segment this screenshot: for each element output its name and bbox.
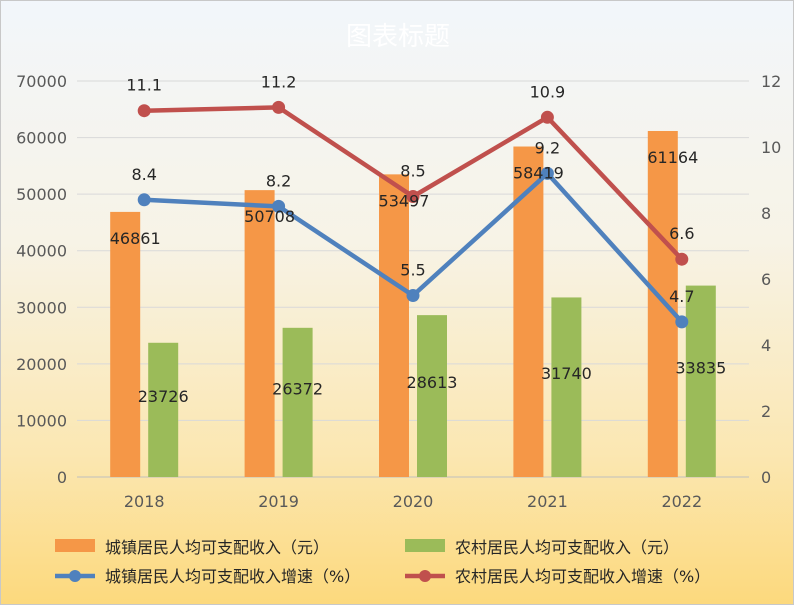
bar (110, 211, 141, 477)
right-tick-label: 12 (761, 72, 781, 91)
line-point (675, 252, 689, 266)
left-tick-label: 40000 (16, 242, 67, 261)
right-tick-label: 0 (761, 468, 771, 487)
left-tick-label: 60000 (16, 129, 67, 148)
bar-data-label: 50708 (244, 207, 295, 226)
bar-data-label: 53497 (379, 191, 430, 210)
bar (513, 146, 544, 477)
line-point (406, 190, 420, 203)
x-tick-label: 2022 (661, 492, 702, 511)
chart-title: 图表标题 (346, 22, 450, 52)
left-tick-label: 30000 (16, 298, 67, 317)
bar-data-label: 23726 (138, 387, 189, 406)
left-tick-label: 70000 (16, 72, 67, 91)
line-data-label: 5.5 (400, 261, 425, 280)
data-labels: 46861 50708 53497 58419 61164 23726 26372 28613… (110, 72, 727, 405)
x-tick-label: 2020 (393, 492, 434, 511)
legend-swatch-marker (69, 570, 81, 582)
line-data-label: 8.2 (266, 171, 291, 190)
right-tick-label: 2 (761, 402, 771, 421)
legend-label: 城镇居民人均可支配收入增速（%） (105, 567, 360, 586)
left-tick-label: 50000 (16, 185, 67, 204)
bar-data-label: 58419 (513, 164, 564, 183)
legend-swatch (405, 539, 445, 552)
right-tick-label: 4 (761, 336, 771, 355)
bar-data-label: 26372 (272, 379, 323, 398)
x-tick-label: 2021 (527, 492, 568, 511)
line-point (272, 100, 286, 114)
line-data-label: 10.9 (530, 82, 566, 101)
right-y-axis: 0 2 4 6 8 10 12 (761, 72, 781, 487)
legend-label: 农村居民人均可支配收入增速（%） (455, 567, 710, 586)
line-data-label: 8.4 (131, 165, 156, 184)
legend[interactable]: 城镇居民人均可支配收入（元） 农村居民人均可支配收入（元） 城镇居民人均可支配收入增… (55, 538, 710, 586)
left-tick-label: 20000 (16, 355, 67, 374)
bar (244, 190, 275, 477)
line-point (540, 166, 554, 180)
bar (417, 315, 447, 477)
line-data-label: 6.6 (669, 224, 694, 243)
x-axis: 2018 2019 2020 2021 2022 (77, 476, 749, 511)
bar (282, 327, 313, 477)
bar-data-label: 28613 (407, 373, 458, 392)
bar-data-label: 31740 (541, 364, 592, 383)
line-data-label: 4.7 (669, 287, 694, 306)
line-data-label: 11.1 (126, 76, 162, 95)
line-point (272, 199, 286, 213)
legend-swatch-marker (419, 570, 431, 582)
line-point (406, 289, 420, 302)
legend-swatch (55, 539, 95, 552)
bar (685, 285, 716, 477)
lines (137, 100, 689, 329)
left-y-axis: 0 10000 20000 30000 40000 50000 60000 70000 (16, 72, 67, 487)
line-data-label: 9.2 (535, 138, 560, 157)
line-point (137, 193, 151, 207)
line-data-label: 8.5 (400, 162, 425, 181)
bar (379, 174, 409, 477)
left-tick-label: 10000 (16, 411, 67, 430)
line-point (540, 110, 554, 124)
right-tick-label: 8 (761, 204, 771, 223)
bar-data-label: 61164 (647, 148, 698, 167)
right-tick-label: 6 (761, 270, 771, 289)
bar (551, 297, 582, 477)
legend-label: 农村居民人均可支配收入（元） (455, 538, 679, 557)
bar-data-label: 33835 (675, 358, 726, 377)
line-data-label: 11.2 (261, 72, 297, 91)
legend-label: 城镇居民人均可支配收入（元） (105, 538, 329, 557)
x-tick-label: 2018 (124, 492, 165, 511)
x-tick-label: 2019 (258, 492, 299, 511)
right-tick-label: 10 (761, 138, 781, 157)
bars (110, 130, 716, 477)
series-line (141, 105, 685, 262)
bar (148, 342, 179, 477)
line-point (137, 104, 151, 118)
line-point (675, 315, 689, 329)
left-tick-label: 0 (57, 468, 67, 487)
bar-data-label: 46861 (110, 229, 161, 248)
